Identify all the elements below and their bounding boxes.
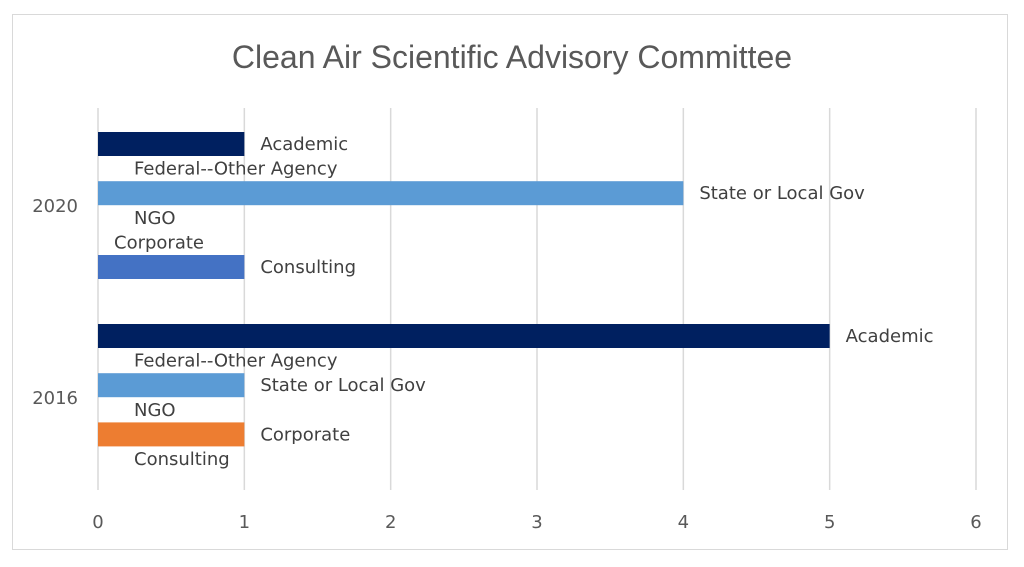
data-labels: Academic Federal--Other Agency State or Lo… bbox=[114, 134, 934, 470]
data-label: State or Local Gov bbox=[699, 183, 865, 204]
x-axis-ticks: 0 1 2 3 4 5 6 bbox=[92, 512, 981, 533]
x-tick-label: 4 bbox=[678, 512, 689, 533]
chart-title: Clean Air Scientific Advisory Committee bbox=[232, 39, 792, 75]
data-label: Corporate bbox=[114, 232, 204, 253]
bar bbox=[98, 255, 245, 279]
bar bbox=[98, 373, 245, 398]
x-tick-label: 6 bbox=[970, 512, 981, 533]
bar bbox=[98, 324, 830, 348]
x-tick-label: 2 bbox=[385, 512, 396, 533]
data-label: Academic bbox=[846, 326, 934, 347]
data-label: Corporate bbox=[260, 424, 350, 445]
data-label: State or Local Gov bbox=[260, 375, 426, 396]
data-label: Federal--Other Agency bbox=[134, 351, 338, 372]
bar bbox=[98, 181, 684, 206]
category-label: 2016 bbox=[32, 388, 78, 409]
x-tick-label: 1 bbox=[239, 512, 250, 533]
x-tick-label: 5 bbox=[824, 512, 835, 533]
data-label: NGO bbox=[134, 400, 176, 421]
bar bbox=[98, 132, 245, 156]
data-label: Federal--Other Agency bbox=[134, 159, 338, 180]
category-label: 2020 bbox=[32, 196, 78, 217]
bars bbox=[98, 132, 830, 447]
data-label: NGO bbox=[134, 208, 176, 229]
x-tick-label: 3 bbox=[531, 512, 542, 533]
category-labels: 2020 2016 bbox=[32, 196, 78, 409]
data-label: Academic bbox=[260, 134, 348, 155]
x-tick-label: 0 bbox=[92, 512, 103, 533]
data-label: Consulting bbox=[260, 257, 356, 278]
bar bbox=[98, 422, 245, 447]
data-label: Consulting bbox=[134, 449, 230, 470]
chart-frame bbox=[12, 14, 1008, 550]
